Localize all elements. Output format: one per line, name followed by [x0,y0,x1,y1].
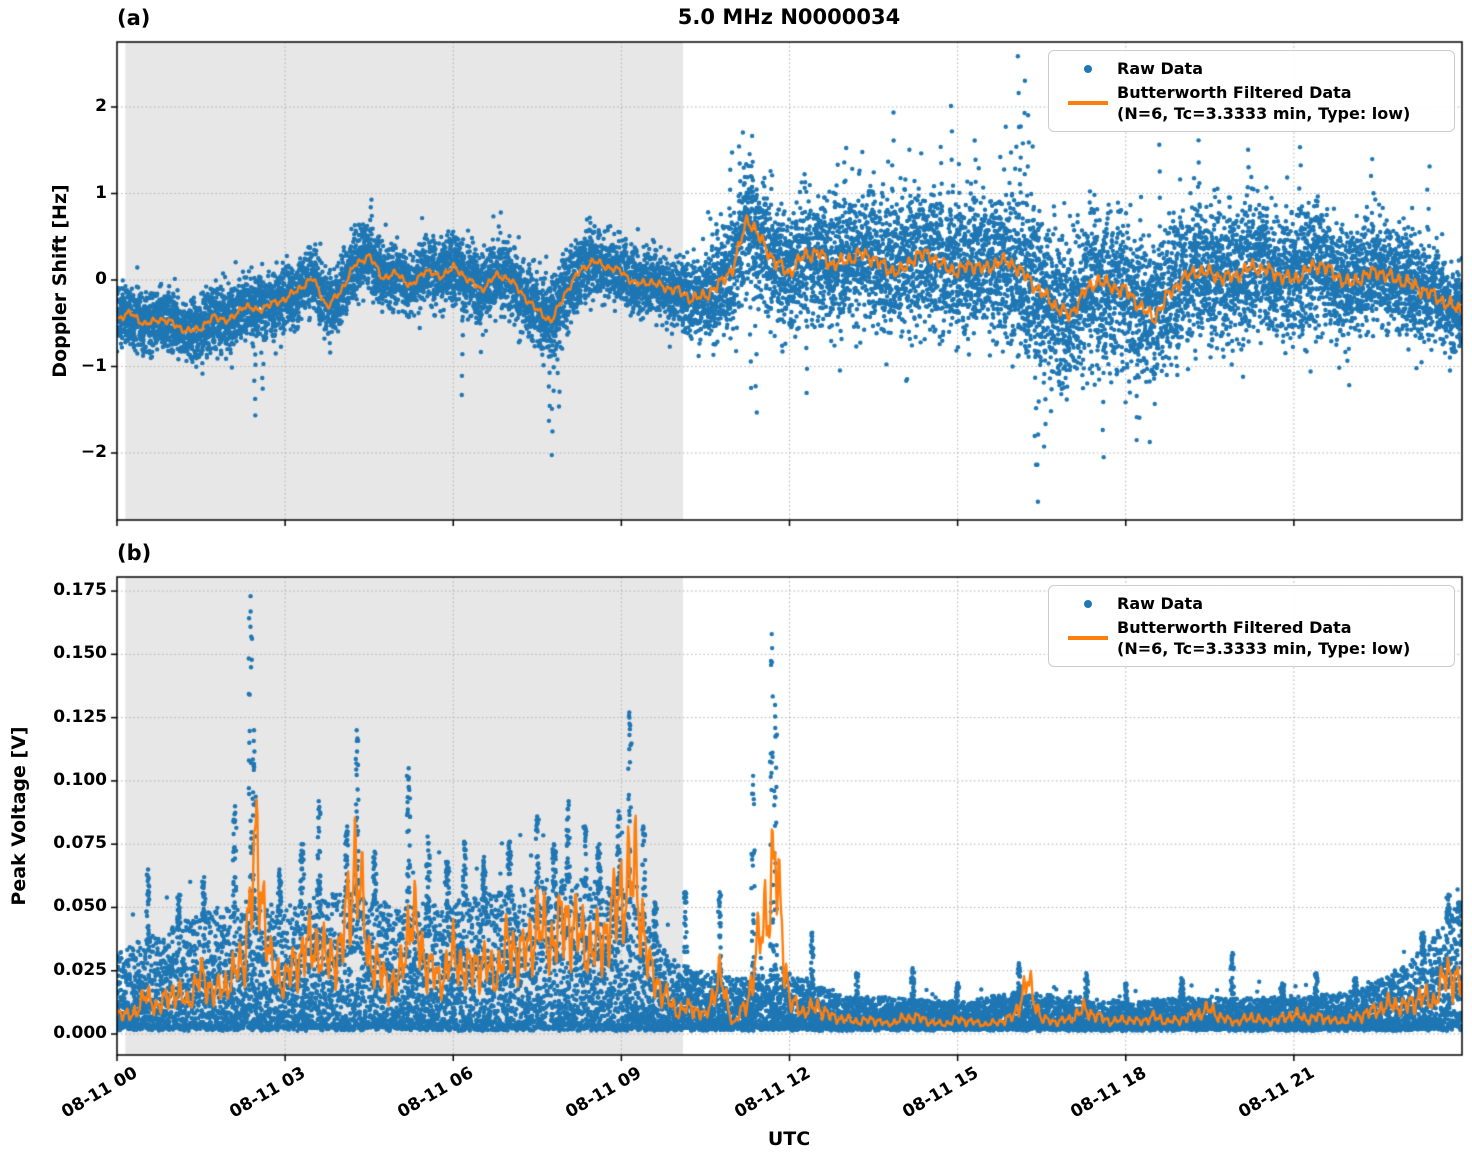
raw-data-marker-icon [1059,599,1117,608]
y-tick-label: 2 [95,96,107,116]
legend-raw-label: Raw Data [1117,594,1203,613]
y-tick-label: 0.150 [53,643,107,664]
y-tick-label: 0.175 [53,580,107,601]
y-tick-label: 0.000 [53,1023,107,1043]
x-axis-label-utc: UTC [767,1128,811,1150]
filtered-line-marker-icon [1059,101,1117,105]
y-tick-label: 0 [95,269,107,289]
y-tick-label: 0.125 [53,706,107,727]
y-tick-label: 0.025 [53,959,107,980]
raw-data-marker-icon [1059,64,1117,73]
legend-filtered-line1: Butterworth Filtered Data [1117,83,1352,103]
legend-entry-raw: Raw Data [1059,58,1444,79]
y-tick-label: −2 [80,442,107,462]
y-tick-label: 0.050 [53,896,107,917]
legend-filtered-line2: (N=6, Tc=3.3333 min, Type: low) [1117,104,1411,124]
legend-panel-b: Raw Data Butterworth Filtered Data (N=6,… [1048,585,1455,668]
legend-filtered-label: Butterworth Filtered Data (N=6, Tc=3.333… [1117,617,1410,659]
legend-filtered-line2: (N=6, Tc=3.3333 min, Type: low) [1117,639,1411,659]
filtered-line-marker-icon [1059,636,1117,640]
legend-filtered-label: Butterworth Filtered Data (N=6, Tc=3.333… [1117,82,1410,124]
legend-panel-a: Raw Data Butterworth Filtered Data (N=6,… [1048,50,1455,133]
y-tick-label: 0.100 [53,769,107,790]
legend-entry-raw: Raw Data [1059,593,1444,614]
y-axis-label-voltage: Peak Voltage [V] [8,726,30,906]
y-axis-label-doppler: Doppler Shift [Hz] [49,184,71,378]
panel-b-label: (b) [117,541,152,565]
panel-a-label: (a) [117,6,151,30]
y-tick-label: 1 [95,182,107,203]
figure-title: 5.0 MHz N0000034 [677,5,901,29]
legend-filtered-line1: Butterworth Filtered Data [1117,618,1352,638]
legend-entry-filtered: Butterworth Filtered Data (N=6, Tc=3.333… [1059,82,1444,124]
y-tick-label: 0.075 [53,833,107,854]
legend-raw-label: Raw Data [1117,59,1203,78]
legend-entry-filtered: Butterworth Filtered Data (N=6, Tc=3.333… [1059,617,1444,659]
y-tick-label: −1 [80,355,107,376]
